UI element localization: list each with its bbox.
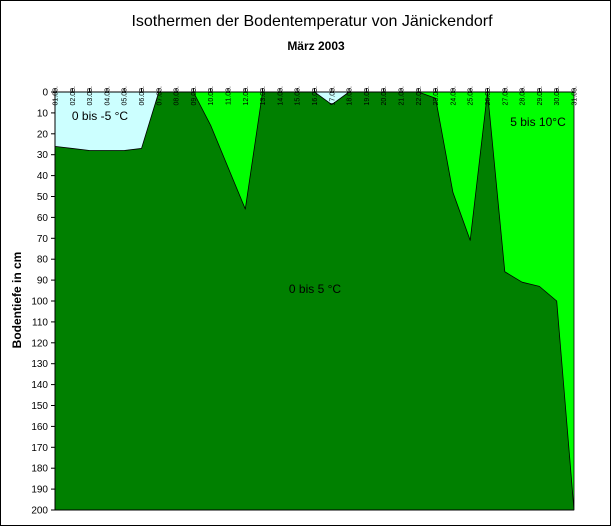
y-tick-labels: 0 10 20 30 40 50 60 70 80 90 100 110 120 130 140 150 160… <box>31 88 55 517</box>
x-tick-label: 16.03. <box>312 86 319 106</box>
y-tick-label: 140 <box>31 380 48 391</box>
x-tick-label: 19.03. <box>364 86 371 106</box>
x-tick-label: 11.03. <box>226 86 233 105</box>
y-tick-label: 130 <box>31 359 48 370</box>
x-tick-label: 08.03. <box>174 86 181 106</box>
y-tick-label: 10 <box>37 108 49 119</box>
x-tick-label: 23.03. <box>433 86 440 106</box>
y-tick-label: 70 <box>37 234 49 245</box>
y-tick-label: 30 <box>37 150 49 161</box>
x-tick-label: 09.03. <box>191 86 198 106</box>
x-tick-label: 10.03. <box>208 86 215 106</box>
y-tick-label: 160 <box>31 422 48 433</box>
annotation-warm: 5 bis 10°C <box>510 115 566 129</box>
y-tick-label: 0 <box>42 88 48 99</box>
y-tick-label: 180 <box>31 464 48 475</box>
y-tick-label: 80 <box>37 255 49 266</box>
x-tick-label: 07.03. <box>156 86 163 106</box>
y-tick-label: 20 <box>37 129 49 140</box>
y-axis-label: Bodentiefe in cm <box>10 252 24 349</box>
region-0-bis-5 <box>55 92 574 510</box>
y-tick-label: 90 <box>37 276 49 287</box>
x-tick-label: 01.03. <box>53 86 60 106</box>
y-tick-label: 60 <box>37 213 49 224</box>
x-tick-label: 31.03. <box>572 86 579 106</box>
chart-title: Isothermen der Bodentemperatur von Jänic… <box>131 13 493 30</box>
x-tick-label: 25.03. <box>468 86 475 106</box>
chart-subtitle: März 2003 <box>287 39 345 53</box>
x-tick-label: 03.03. <box>87 86 94 106</box>
annotation-cold: 0 bis -5 °C <box>72 109 128 123</box>
plot-area <box>54 91 575 511</box>
x-tick-label: 14.03. <box>277 86 284 106</box>
annotation-mid: 0 bis 5 °C <box>289 282 341 296</box>
y-tick-label: 40 <box>37 171 49 182</box>
x-tick-label: 28.03. <box>520 86 527 106</box>
y-tick-label: 170 <box>31 443 48 454</box>
x-tick-label: 17.03. <box>329 86 336 106</box>
y-tick-label: 100 <box>31 297 48 308</box>
y-tick-label: 120 <box>31 338 48 349</box>
x-tick-label: 05.03. <box>122 86 129 106</box>
x-tick-label: 12.03. <box>243 86 250 106</box>
x-tick-label: 13.03. <box>260 86 267 106</box>
x-tick-label: 22.03. <box>416 86 423 106</box>
x-tick-label: 06.03. <box>139 86 146 106</box>
x-tick-label: 27.03. <box>502 86 509 106</box>
y-tick-label: 110 <box>32 317 48 328</box>
x-tick-label: 18.03. <box>347 86 354 106</box>
x-tick-label: 29.03. <box>537 86 544 106</box>
y-tick-label: 150 <box>31 401 48 412</box>
y-tick-label: 50 <box>37 192 49 203</box>
x-tick-label: 02.03. <box>70 86 77 106</box>
x-tick-label: 26.03. <box>485 86 492 106</box>
x-tick-labels: 01.03. 02.03. 03.03. 04.03. 05.03. 06.03. 07.0… <box>53 86 579 106</box>
x-tick-label: 24.03. <box>450 86 457 106</box>
x-tick-label: 21.03. <box>399 86 406 106</box>
y-tick-label: 200 <box>31 506 48 517</box>
x-tick-label: 04.03. <box>104 86 111 106</box>
x-tick-label: 15.03. <box>295 86 302 106</box>
x-tick-label: 20.03. <box>381 86 388 106</box>
y-tick-label: 190 <box>31 485 48 496</box>
x-tick-label: 30.03. <box>554 86 561 106</box>
